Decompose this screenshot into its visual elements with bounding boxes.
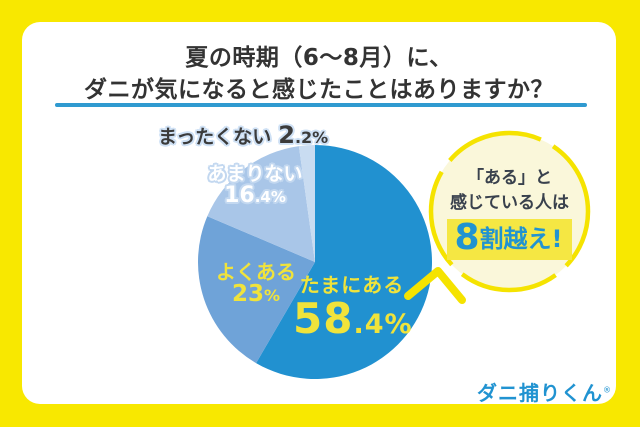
pie-label-mattakunai-text: まったくない (158, 126, 272, 148)
title-underline (55, 103, 587, 107)
pie-label-yokuaru-value: 23 (231, 281, 264, 308)
pie-label-mattakunai-value-sub: .2% (294, 128, 329, 147)
chart-title-line2: ダニが気になると感じたことはありますか？ (84, 77, 554, 103)
brand-logo: ダニ捕りくん® (477, 377, 612, 406)
callout-bubble: 「ある」と 感じている人は 8割越え! (428, 130, 591, 293)
pie-chart (198, 145, 432, 379)
pie-label-amarinai-text: あまりない (207, 163, 303, 185)
pie-label-tamaniaru-value: 58 (293, 294, 354, 344)
chart-title-line1: 夏の時期（6～8月）に、 (185, 45, 453, 71)
pie-label-tamaniaru-text: たまにある (299, 273, 405, 297)
registered-mark: ® (603, 385, 612, 395)
callout-highlight: 8割越え! (447, 217, 572, 261)
pie-label-yokuaru-value-sub: % (263, 286, 281, 306)
pie-label-amarinai: あまりない 16.4% (196, 163, 314, 209)
pie-label-tamaniaru: たまにある 58.4% (293, 273, 413, 344)
callout-text: 「ある」と 感じている人は 8割越え! (428, 166, 591, 261)
callout-highlight-rest: 割越え! (479, 225, 563, 254)
callout-pointer-icon (404, 267, 466, 304)
callout-highlight-number: 8 (454, 217, 480, 259)
callout-line2: 感じている人は (450, 192, 569, 213)
pie-label-mattakunai: まったくない 2.2% (158, 122, 328, 149)
pie-label-mattakunai-value: 2 (278, 121, 295, 149)
pie-label-yokuaru: よくある 23% (200, 261, 312, 306)
pie-label-amarinai-value: 16 (224, 183, 255, 209)
pie-label-yokuaru-text: よくある (216, 260, 296, 284)
pie-label-amarinai-value-sub: .4% (254, 188, 286, 207)
brand-logo-text: ダニ捕りくん (477, 381, 603, 405)
pie-slice-2 (207, 146, 315, 262)
callout-line1: 「ある」と (467, 168, 552, 188)
pie-slice-1 (198, 216, 315, 364)
pie-slice-0 (256, 145, 432, 379)
pie-label-tamaniaru-value-sub: .4% (353, 309, 413, 341)
pie-slice-3 (298, 145, 315, 262)
